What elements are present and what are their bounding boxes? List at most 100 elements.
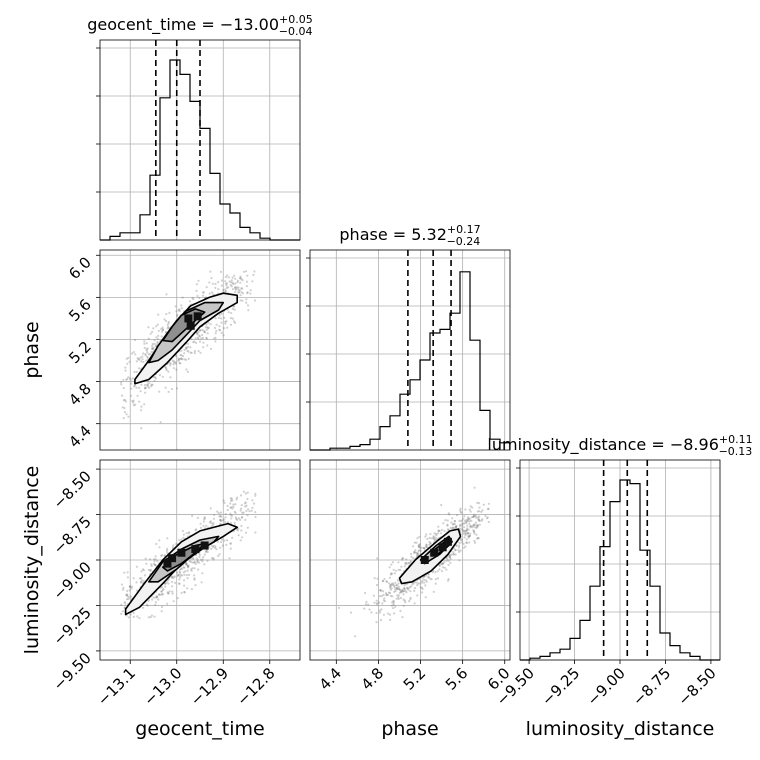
scatter-points xyxy=(119,270,257,430)
scatter-point xyxy=(156,342,159,345)
scatter-point xyxy=(480,519,483,522)
scatter-point xyxy=(466,529,469,532)
scatter-point xyxy=(254,531,257,534)
scatter-point xyxy=(468,534,472,537)
scatter-point xyxy=(231,307,234,311)
scatter-point xyxy=(219,518,222,522)
scatter-point xyxy=(231,281,234,284)
scatter-point xyxy=(237,288,240,291)
scatter-point xyxy=(201,560,204,563)
scatter-point xyxy=(157,334,160,337)
scatter-point xyxy=(143,342,146,345)
density-peak-cell xyxy=(177,548,186,557)
scatter-point xyxy=(419,586,422,589)
scatter-point xyxy=(198,561,201,564)
scatter-point xyxy=(127,597,130,601)
scatter-point xyxy=(152,327,155,330)
scatter-point xyxy=(184,562,187,566)
scatter-point xyxy=(472,525,475,528)
scatter-point xyxy=(194,337,197,340)
scatter-point xyxy=(201,558,204,561)
scatter-point xyxy=(171,359,174,362)
scatter-point xyxy=(193,350,196,353)
scatter-point xyxy=(145,386,148,389)
scatter-point xyxy=(421,580,424,583)
scatter-point xyxy=(235,287,238,290)
scatter-point xyxy=(429,542,432,545)
scatter-point xyxy=(240,504,243,507)
scatter-point xyxy=(463,536,466,539)
scatter-point xyxy=(140,570,143,573)
scatter-point xyxy=(180,591,183,595)
scatter-point xyxy=(190,568,193,571)
scatter-point xyxy=(230,279,233,282)
scatter-point xyxy=(395,569,398,572)
scatter-point xyxy=(364,591,367,595)
scatter-point xyxy=(234,516,237,519)
scatter-point xyxy=(147,337,150,340)
scatter-point xyxy=(233,308,236,311)
scatter-point xyxy=(219,511,223,514)
x-tick-label: −8.75 xyxy=(629,664,674,709)
scatter-point xyxy=(399,609,402,613)
scatter-point xyxy=(223,501,226,504)
scatter-point xyxy=(409,561,412,564)
x-tick-label: −12.8 xyxy=(233,664,278,709)
scatter-point xyxy=(199,351,202,354)
scatter-point xyxy=(131,352,134,355)
scatter-point xyxy=(127,616,130,619)
scatter-point xyxy=(185,358,188,361)
scatter-point xyxy=(127,415,130,418)
scatter-point xyxy=(466,524,469,527)
scatter-point xyxy=(467,535,470,538)
scatter-point xyxy=(420,586,424,590)
scatter-point xyxy=(160,605,164,609)
scatter-point xyxy=(182,355,185,358)
scatter-point xyxy=(460,523,463,526)
scatter-point xyxy=(245,280,248,283)
scatter-point xyxy=(140,409,143,412)
scatter-point xyxy=(365,600,368,604)
scatter-point xyxy=(138,577,141,580)
scatter-point xyxy=(183,358,186,361)
scatter-point xyxy=(422,547,425,550)
scatter-point xyxy=(468,520,471,523)
scatter-point xyxy=(135,386,138,389)
scatter-point xyxy=(132,577,135,580)
scatter-point xyxy=(121,610,124,613)
scatter-point xyxy=(231,288,235,291)
scatter-point xyxy=(467,516,470,519)
scatter-point xyxy=(125,357,128,360)
scatter-point xyxy=(381,602,384,605)
scatter-point xyxy=(177,573,180,577)
scatter-point xyxy=(212,557,215,560)
scatter-point xyxy=(449,557,452,561)
scatter-point xyxy=(198,335,201,338)
panel-frame xyxy=(309,459,511,661)
scatter-point xyxy=(474,521,477,524)
scatter-point xyxy=(391,601,394,604)
scatter-point xyxy=(149,569,152,572)
scatter-point xyxy=(373,601,376,604)
scatter-point xyxy=(178,358,181,361)
scatter-point xyxy=(409,598,412,601)
scatter-point xyxy=(219,519,222,522)
scatter-point xyxy=(120,583,124,586)
scatter-point xyxy=(236,279,240,282)
scatter-point xyxy=(138,400,141,403)
scatter-point xyxy=(480,510,483,514)
scatter-point xyxy=(236,496,239,499)
scatter-point xyxy=(220,515,223,518)
scatter-point xyxy=(179,571,182,575)
scatter-point xyxy=(240,278,243,281)
scatter-point xyxy=(245,301,248,304)
scatter-point xyxy=(224,320,227,323)
scatter-point xyxy=(349,611,353,614)
scatter-point xyxy=(180,354,183,357)
scatter-point xyxy=(386,593,389,597)
scatter-point xyxy=(231,317,234,320)
scatter-point xyxy=(212,558,215,561)
scatter-point xyxy=(126,593,129,596)
scatter-point xyxy=(154,596,157,599)
scatter-point xyxy=(437,525,440,528)
